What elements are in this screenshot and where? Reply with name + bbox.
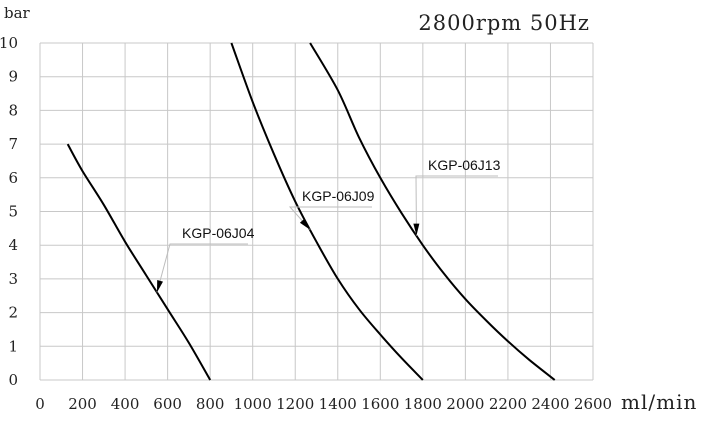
y-tick-label-4: 4 bbox=[8, 236, 18, 254]
x-tick-label-400: 400 bbox=[111, 395, 140, 413]
series-label-kgp-06j09: KGP-06J09 bbox=[302, 188, 375, 204]
y-tick-label-6: 6 bbox=[8, 169, 18, 187]
curve-kgp-06j04 bbox=[66, 143, 212, 381]
series-label-kgp-06j13: KGP-06J13 bbox=[428, 157, 501, 173]
x-tick-label-1400: 1400 bbox=[319, 395, 357, 413]
leader-line-kgp-06j09 bbox=[288, 206, 372, 231]
x-axis-ticks: 0 200 400 600 800 1000 1200 1400 1600 1800 2000 220… bbox=[35, 395, 612, 413]
y-tick-label-7: 7 bbox=[8, 135, 18, 153]
x-tick-label-800: 800 bbox=[196, 395, 225, 413]
arrowhead-kgp-06j13 bbox=[413, 223, 420, 236]
y-tick-label-0: 0 bbox=[8, 371, 18, 389]
x-tick-label-1200: 1200 bbox=[276, 395, 314, 413]
x-tick-label-2400: 2400 bbox=[531, 395, 569, 413]
y-tick-label-5: 5 bbox=[8, 203, 18, 221]
y-tick-label-10: 10 bbox=[0, 34, 18, 52]
chart-title: 2800rpm 50Hz bbox=[418, 11, 590, 35]
x-tick-label-1000: 1000 bbox=[234, 395, 272, 413]
arrowhead-kgp-06j04 bbox=[156, 280, 163, 293]
y-tick-label-9: 9 bbox=[8, 68, 18, 86]
x-axis-unit-label: ml/min bbox=[621, 390, 697, 414]
y-tick-label-8: 8 bbox=[8, 101, 18, 119]
x-tick-label-200: 200 bbox=[68, 395, 97, 413]
y-axis-ticks: 0 1 2 3 4 5 6 7 8 9 10 bbox=[0, 34, 18, 389]
x-tick-label-600: 600 bbox=[153, 395, 182, 413]
curve-kgp-06j13 bbox=[309, 42, 556, 381]
grid bbox=[39, 42, 594, 381]
x-tick-label-0: 0 bbox=[35, 395, 45, 413]
curve-kgp-06j09 bbox=[230, 42, 424, 381]
arrowhead-kgp-06j09 bbox=[299, 218, 311, 230]
leader-line-kgp-06j13 bbox=[415, 175, 498, 236]
leader-line-kgp-06j04 bbox=[156, 243, 248, 293]
y-tick-label-2: 2 bbox=[8, 304, 18, 322]
x-tick-label-2000: 2000 bbox=[446, 395, 484, 413]
series-label-kgp-06j04: KGP-06J04 bbox=[182, 225, 255, 241]
y-axis-unit-label: bar bbox=[4, 4, 31, 22]
x-tick-label-2600: 2600 bbox=[574, 395, 612, 413]
x-tick-label-1600: 1600 bbox=[361, 395, 399, 413]
x-tick-label-2200: 2200 bbox=[489, 395, 527, 413]
x-tick-label-1800: 1800 bbox=[404, 395, 442, 413]
y-tick-label-3: 3 bbox=[8, 270, 18, 288]
series-labels: KGP-06J04 KGP-06J09 KGP-06J13 bbox=[156, 157, 501, 293]
y-tick-label-1: 1 bbox=[8, 337, 18, 355]
curves bbox=[66, 42, 556, 381]
